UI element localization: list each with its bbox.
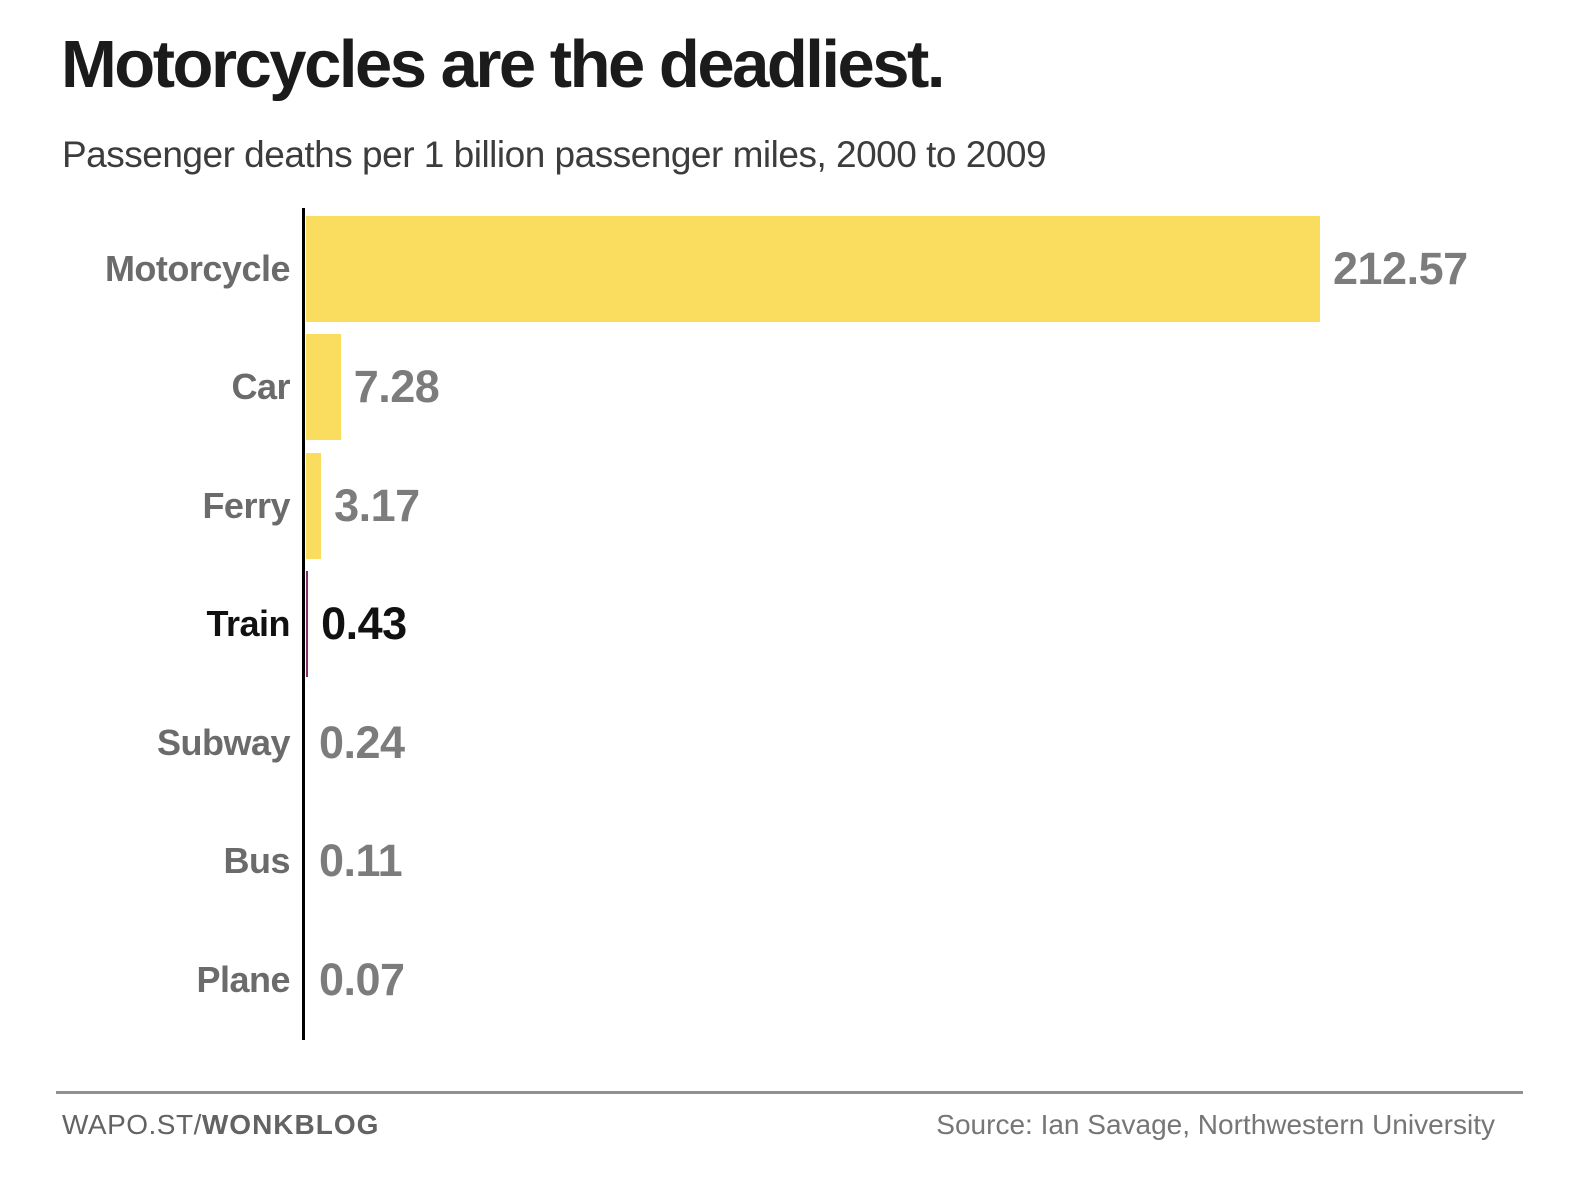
chart-row-ferry: Ferry 3.17 [56, 447, 1523, 566]
chart-row-subway: Subway 0.24 [56, 684, 1523, 803]
value-label: 0.43 [321, 598, 407, 650]
bar-chart: Motorcycle 212.57 Car 7.28 Ferry 3.17 Tr… [56, 207, 1523, 1040]
bar-area: 212.57 [306, 210, 1523, 329]
chart-row-plane: Plane 0.07 [56, 921, 1523, 1040]
category-label: Bus [223, 840, 290, 882]
category-label: Car [231, 366, 290, 408]
value-label: 0.07 [319, 953, 405, 1005]
y-axis-line [302, 207, 305, 1040]
chart-row-car: Car 7.28 [56, 328, 1523, 447]
bar-area: 0.11 [306, 802, 1523, 921]
category-label: Train [206, 603, 290, 645]
brand-prefix: WAPO.ST/ [62, 1108, 202, 1140]
bar-area: 3.17 [306, 447, 1523, 566]
bar-area: 0.43 [306, 565, 1523, 684]
chart-title: Motorcycles are the deadliest. [61, 27, 945, 102]
value-label: 212.57 [1333, 242, 1468, 294]
bar-area: 0.07 [306, 921, 1523, 1040]
value-label: 7.28 [353, 361, 440, 413]
brand-name: WONKBLOG [201, 1108, 380, 1140]
bar-car [306, 334, 341, 441]
chart-row-train: Train 0.43 [56, 565, 1523, 684]
value-label: 3.17 [334, 479, 420, 531]
category-label: Motorcycle [104, 247, 291, 289]
source-credit: Source: Ian Savage, Northwestern Univers… [936, 1108, 1495, 1140]
value-label: 0.24 [319, 716, 405, 768]
chart-row-motorcycle: Motorcycle 212.57 [56, 210, 1523, 329]
chart-subtitle: Passenger deaths per 1 billion passenger… [62, 134, 1047, 176]
brand-credit: WAPO.ST/WONKBLOG [62, 1109, 379, 1141]
chart-row-bus: Bus 0.11 [56, 802, 1523, 921]
category-label: Subway [156, 721, 291, 763]
bar-area: 7.28 [306, 328, 1523, 447]
bar-motorcycle [306, 215, 1320, 322]
bar-train [306, 571, 309, 678]
bar-ferry [306, 452, 322, 559]
category-label: Ferry [202, 484, 290, 526]
footer: WAPO.ST/WONKBLOG Source: Ian Savage, Nor… [56, 1090, 1523, 1141]
value-label: 0.11 [319, 835, 403, 887]
category-label: Plane [196, 958, 290, 1000]
bar-area: 0.24 [306, 684, 1523, 803]
